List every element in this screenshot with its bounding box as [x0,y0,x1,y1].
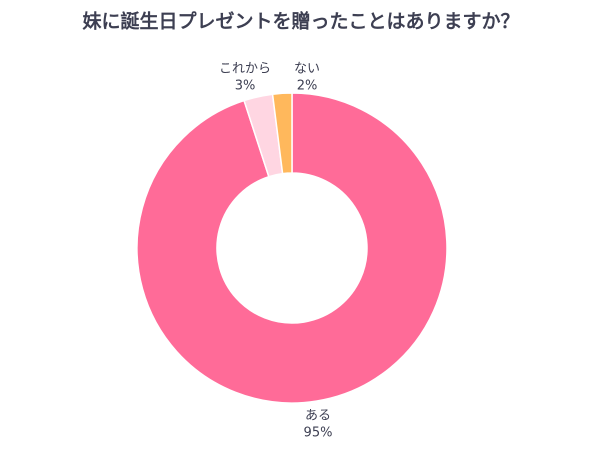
segment-label: これから [219,62,271,77]
value-label: 3% [235,79,256,94]
donut-segment [136,92,448,404]
value-label: 95% [304,426,333,441]
segment-label: ある [305,409,331,424]
chart-title: 妹に誕生日プレゼントを贈ったことはありますか？ [81,10,519,33]
value-label: 2% [297,79,318,94]
segment-label: ない [294,62,320,77]
donut-segment [271,92,293,175]
